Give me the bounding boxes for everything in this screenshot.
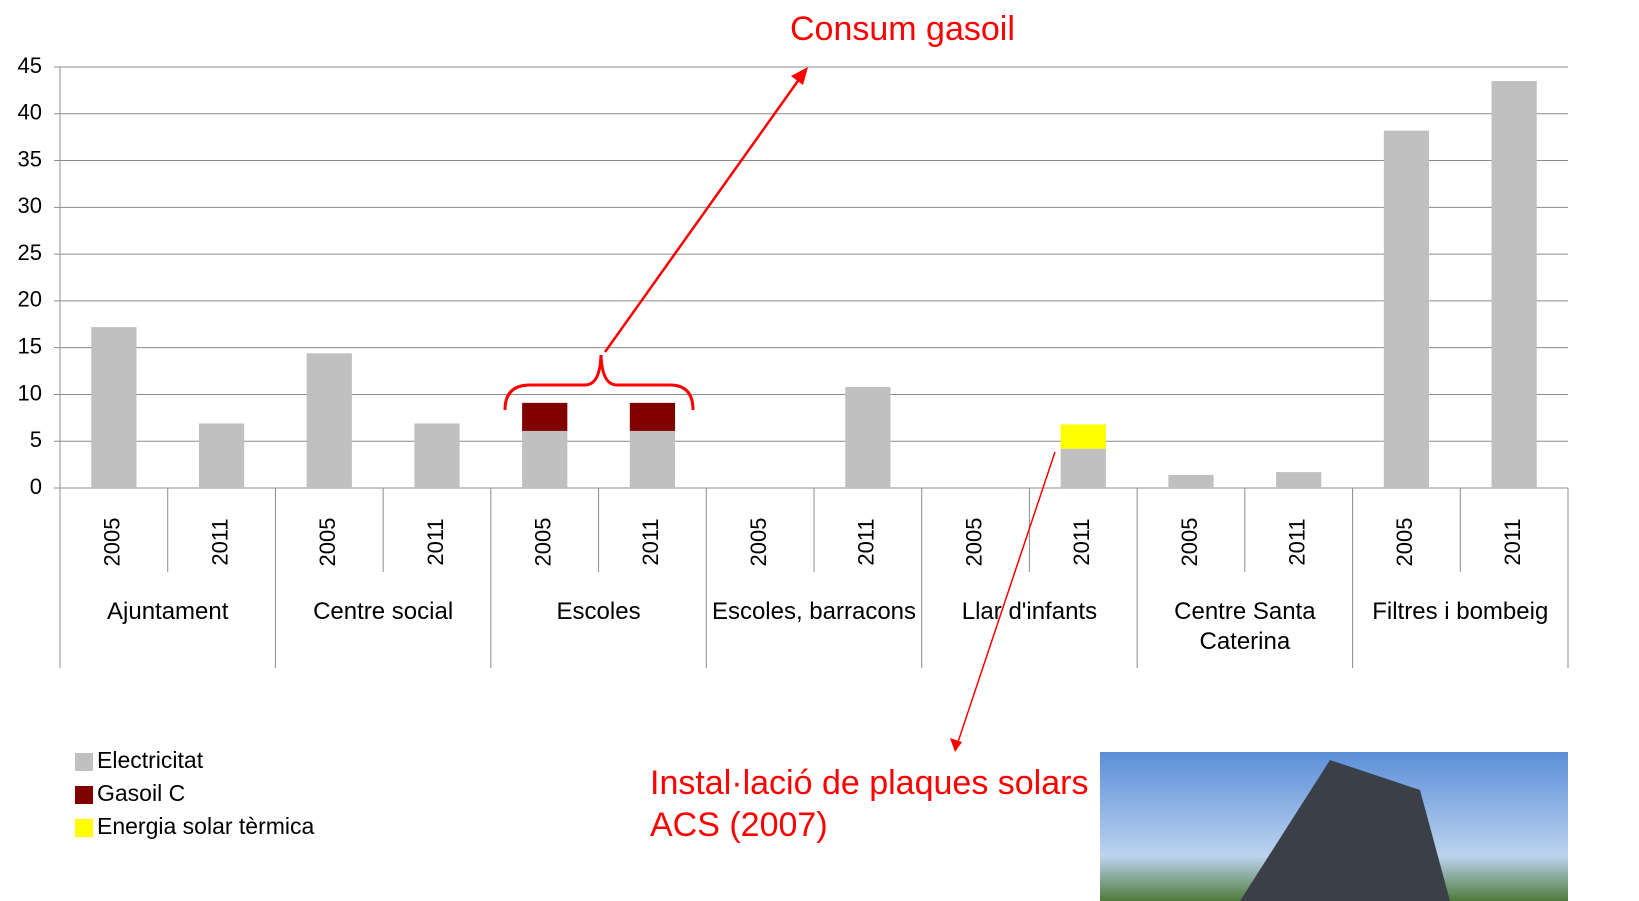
arrowhead [950, 738, 962, 752]
y-tick-label: 25 [18, 240, 42, 265]
annotation: Consum gasoil [790, 10, 1015, 48]
y-tick-label: 30 [18, 193, 42, 218]
x-group-label: Escoles, barracons [711, 598, 917, 625]
y-tick-label: 5 [30, 427, 42, 452]
legend-label: Electricitat [97, 747, 204, 773]
arrow [603, 77, 802, 353]
bar-segment [1383, 130, 1430, 488]
x-tick-label: 2005 [315, 518, 340, 567]
legend-label: Gasoil C [97, 780, 185, 806]
x-tick-label: 2005 [1392, 518, 1417, 567]
legend-swatch [75, 753, 93, 771]
bar-segment [1276, 472, 1322, 488]
y-tick-label: 10 [18, 380, 42, 405]
x-tick-label: 2011 [638, 518, 663, 565]
annotation: Instal·lació de plaques solars ACS (2007… [650, 764, 1089, 844]
x-tick-label: 2005 [100, 518, 125, 567]
x-tick-label: 2005 [531, 518, 556, 567]
photo-panel [1240, 760, 1450, 901]
bar-segment [1060, 448, 1106, 488]
x-tick-label: 2005 [746, 518, 771, 567]
bar-segment [629, 402, 676, 431]
bar-segment [1491, 81, 1537, 489]
legend-label: Energia solar tèrmica [97, 813, 315, 839]
bar-segment [414, 423, 460, 488]
brace [503, 354, 695, 411]
x-tick-label: 2011 [423, 518, 448, 565]
arrowhead [791, 67, 808, 85]
y-tick-label: 20 [18, 287, 42, 312]
y-tick-label: 45 [18, 53, 42, 78]
x-tick-label: 2011 [1069, 518, 1094, 565]
arrow [957, 451, 1056, 743]
bar-segment [1168, 474, 1214, 488]
y-tick-label: 35 [18, 146, 42, 171]
bar-segment [198, 423, 245, 488]
bar-segment [522, 402, 568, 431]
legend-swatch [75, 819, 93, 837]
bar-segment [845, 386, 891, 488]
x-group-label: Llar d'infants [961, 598, 1098, 625]
bar-segment [91, 327, 137, 488]
x-group-label: Centre Santa Caterina [1174, 598, 1316, 655]
y-tick-label: 40 [18, 100, 42, 125]
bar-segment [522, 430, 568, 488]
x-tick-label: 2005 [961, 518, 986, 567]
x-group-label: Ajuntament [107, 598, 229, 625]
y-tick-label: 0 [30, 474, 42, 499]
y-tick-label: 15 [18, 333, 42, 358]
x-tick-label: 2005 [1177, 518, 1202, 567]
x-group-label: Centre social [313, 598, 454, 625]
x-group-label: Escoles [556, 598, 641, 625]
bar-segment [629, 430, 676, 488]
x-tick-label: 2011 [1500, 518, 1525, 565]
x-tick-label: 2011 [1285, 518, 1310, 565]
bar-segment [1060, 424, 1106, 449]
x-group-label: Filtres i bombeig [1372, 598, 1549, 625]
x-tick-label: 2011 [854, 518, 879, 565]
x-tick-label: 2011 [207, 518, 232, 565]
legend-swatch [75, 786, 93, 804]
bar-segment [306, 353, 352, 488]
